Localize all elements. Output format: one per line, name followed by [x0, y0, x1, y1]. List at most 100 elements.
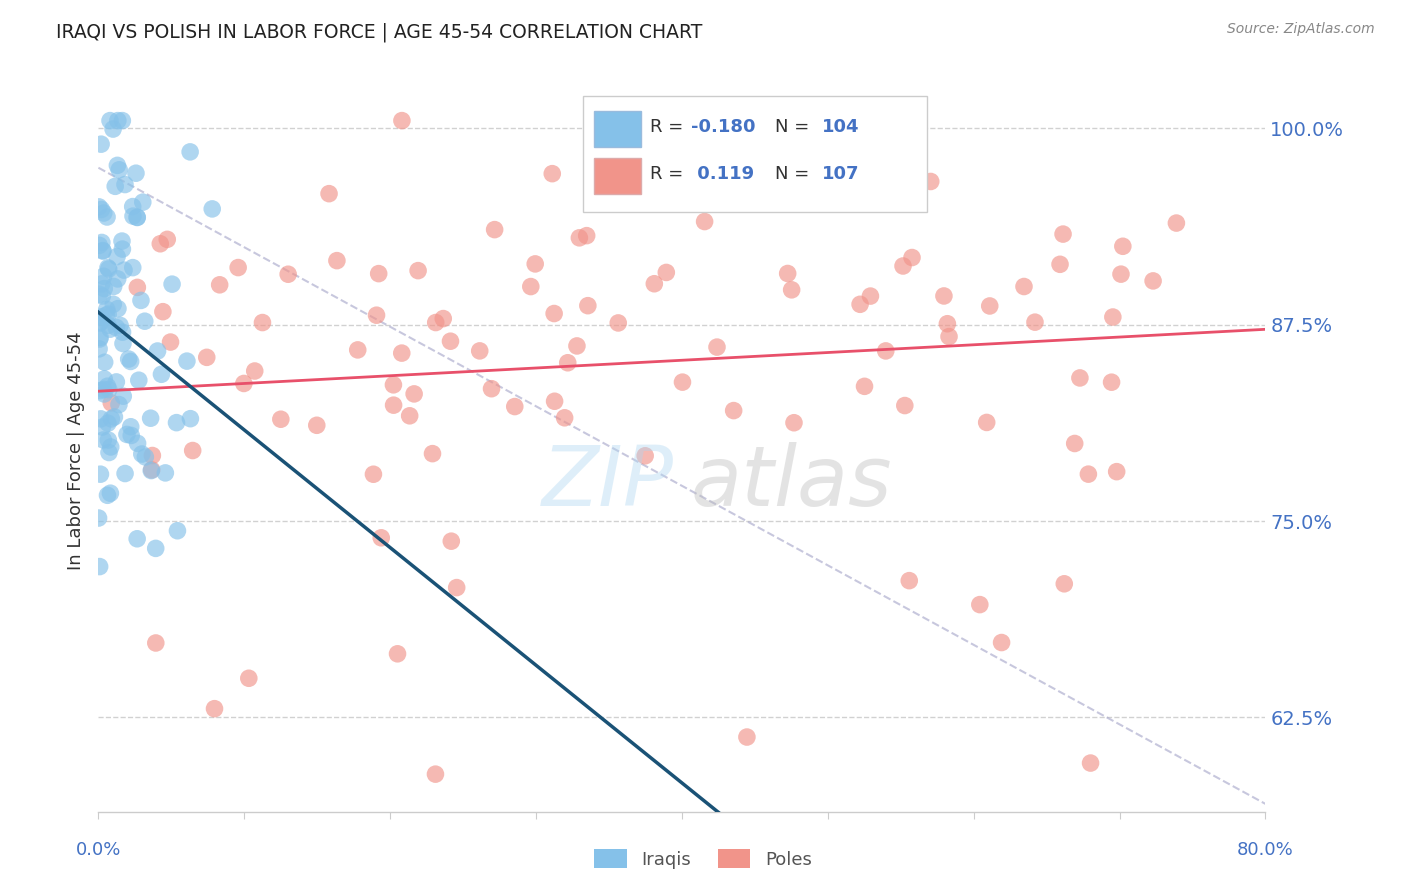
- Point: [103, 279, 125, 293]
- Point: [920, 174, 942, 188]
- Point: [634, 449, 657, 463]
- Point: [277, 267, 299, 281]
- Point: [936, 317, 959, 331]
- Point: [655, 265, 678, 279]
- Point: [108, 398, 131, 412]
- Point: [524, 257, 547, 271]
- Point: [93, 372, 115, 386]
- Point: [91, 244, 114, 258]
- Point: [150, 368, 173, 382]
- Point: [693, 214, 716, 228]
- Point: [568, 231, 591, 245]
- Point: [97, 318, 120, 333]
- Point: [93, 269, 115, 284]
- Point: [367, 267, 389, 281]
- Point: [195, 351, 218, 365]
- Point: [93, 355, 115, 369]
- Point: [541, 167, 564, 181]
- Point: [152, 304, 174, 318]
- Point: [111, 325, 134, 339]
- Point: [576, 299, 599, 313]
- Point: [96, 210, 118, 224]
- Point: [89, 467, 111, 482]
- Point: [398, 409, 420, 423]
- Point: [382, 398, 405, 412]
- Point: [105, 320, 128, 334]
- Point: [382, 377, 405, 392]
- Legend: Iraqis, Poles: Iraqis, Poles: [586, 841, 820, 876]
- Point: [1105, 465, 1128, 479]
- Point: [179, 145, 201, 159]
- Point: [432, 311, 454, 326]
- Point: [1102, 310, 1125, 324]
- Point: [120, 419, 142, 434]
- Text: atlas: atlas: [690, 442, 891, 524]
- Point: [425, 316, 447, 330]
- Point: [565, 339, 588, 353]
- Point: [406, 263, 429, 277]
- Text: ZIP: ZIP: [541, 442, 673, 524]
- Point: [93, 206, 115, 220]
- Point: [1077, 467, 1099, 482]
- Point: [111, 242, 134, 256]
- Point: [439, 334, 461, 349]
- Point: [825, 187, 848, 202]
- Point: [366, 308, 388, 322]
- Point: [89, 559, 111, 574]
- Point: [90, 412, 112, 426]
- Point: [108, 318, 131, 333]
- Point: [87, 342, 110, 356]
- Point: [91, 289, 114, 303]
- Point: [127, 211, 149, 225]
- FancyBboxPatch shape: [582, 96, 927, 212]
- Point: [141, 464, 163, 478]
- Point: [318, 186, 340, 201]
- Point: [678, 153, 700, 168]
- Point: [90, 137, 112, 152]
- Point: [105, 375, 128, 389]
- Point: [859, 289, 882, 303]
- Point: [139, 411, 162, 425]
- Point: [238, 671, 260, 685]
- Point: [100, 440, 122, 454]
- Text: 0.0%: 0.0%: [76, 840, 121, 859]
- Point: [543, 394, 565, 409]
- Point: [1012, 279, 1035, 293]
- Point: [932, 289, 955, 303]
- Point: [1069, 371, 1091, 385]
- Point: [446, 581, 468, 595]
- FancyBboxPatch shape: [595, 158, 641, 194]
- Point: [783, 416, 806, 430]
- Text: IRAQI VS POLISH IN LABOR FORCE | AGE 45-54 CORRELATION CHART: IRAQI VS POLISH IN LABOR FORCE | AGE 45-…: [56, 22, 703, 42]
- Point: [481, 382, 503, 396]
- Point: [112, 389, 135, 403]
- Point: [575, 228, 598, 243]
- Point: [145, 636, 167, 650]
- Point: [181, 443, 204, 458]
- Text: 0.119: 0.119: [692, 165, 755, 184]
- Point: [706, 340, 728, 354]
- Point: [776, 267, 799, 281]
- Point: [127, 280, 149, 294]
- Point: [391, 113, 413, 128]
- Point: [125, 166, 148, 180]
- Point: [128, 373, 150, 387]
- Point: [146, 344, 169, 359]
- Point: [115, 427, 138, 442]
- Point: [1053, 576, 1076, 591]
- Point: [91, 244, 114, 258]
- Point: [100, 396, 122, 410]
- Point: [484, 222, 506, 236]
- Point: [96, 302, 118, 317]
- Point: [160, 277, 183, 292]
- Point: [159, 334, 181, 349]
- Point: [96, 488, 118, 502]
- Point: [252, 316, 274, 330]
- Point: [370, 531, 392, 545]
- Point: [243, 364, 266, 378]
- Point: [1101, 375, 1123, 389]
- Point: [105, 250, 128, 264]
- Point: [97, 307, 120, 321]
- Point: [91, 420, 114, 434]
- Point: [131, 447, 153, 461]
